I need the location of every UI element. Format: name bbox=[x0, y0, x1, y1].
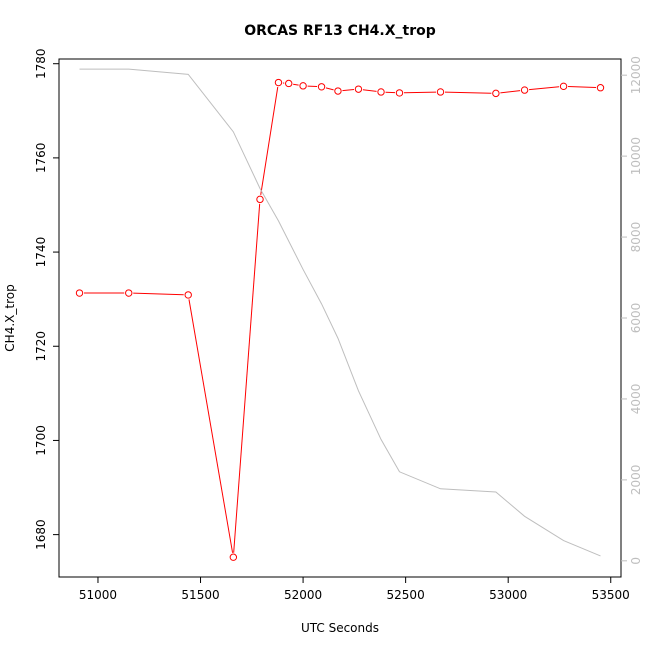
y2-tick-label: 6000 bbox=[629, 303, 643, 334]
y-tick-label: 1700 bbox=[34, 425, 48, 456]
y2-tick-label: 0 bbox=[629, 557, 643, 565]
y2-tick-label: 2000 bbox=[629, 465, 643, 496]
series-segment bbox=[293, 83, 299, 86]
y-axis-right: 0 2000 4000 6000 8000 10000 12000 bbox=[621, 56, 643, 565]
y2-tick-label: 8000 bbox=[629, 222, 643, 253]
y2-tick-label: 10000 bbox=[629, 137, 643, 175]
x-tick-label: 52500 bbox=[387, 588, 425, 602]
x-tick-label: 51500 bbox=[181, 588, 219, 602]
plot-points bbox=[75, 78, 605, 561]
x-axis-label: UTC Seconds bbox=[301, 621, 379, 635]
data-point bbox=[317, 83, 326, 91]
data-point bbox=[75, 289, 84, 297]
y-tick-label: 1740 bbox=[34, 237, 48, 268]
data-point bbox=[354, 85, 363, 93]
chart-title: ORCAS RF13 CH4.X_trop bbox=[244, 23, 436, 39]
data-point bbox=[299, 82, 307, 90]
plot-lines bbox=[79, 68, 601, 557]
x-axis: 51000 51500 52000 52500 53000 53500 bbox=[79, 577, 630, 602]
data-point bbox=[184, 291, 192, 299]
data-point bbox=[596, 84, 605, 92]
series-segment bbox=[260, 86, 279, 195]
series-segment bbox=[568, 85, 597, 89]
data-point bbox=[559, 82, 568, 91]
data-point bbox=[285, 79, 293, 88]
series-segment bbox=[444, 91, 492, 94]
plot-frame bbox=[58, 58, 622, 578]
x-tick-label: 53000 bbox=[489, 588, 527, 602]
data-point bbox=[274, 78, 283, 87]
data-point bbox=[520, 86, 529, 94]
series-segment bbox=[529, 86, 560, 91]
data-point bbox=[492, 89, 500, 98]
y-tick-label: 1680 bbox=[34, 519, 48, 550]
data-point bbox=[229, 553, 238, 561]
x-tick-label: 51000 bbox=[79, 588, 117, 602]
y-tick-label: 1720 bbox=[34, 331, 48, 362]
series-segment bbox=[325, 87, 334, 91]
series-segment bbox=[342, 89, 355, 92]
y2-tick-label: 4000 bbox=[629, 384, 643, 415]
data-point bbox=[334, 87, 342, 95]
data-point bbox=[125, 289, 133, 297]
x-tick-label: 53500 bbox=[592, 588, 630, 602]
data-point bbox=[256, 195, 264, 204]
series-segment bbox=[403, 91, 437, 94]
series-segment bbox=[188, 299, 234, 553]
series-segment bbox=[362, 89, 377, 92]
y-axis-left: 1680 1700 1720 1740 1760 1780 bbox=[34, 48, 59, 550]
y-tick-label: 1760 bbox=[34, 143, 48, 174]
y2-tick-label: 12000 bbox=[629, 56, 643, 94]
y-tick-label: 1780 bbox=[34, 48, 48, 79]
data-point bbox=[377, 88, 385, 96]
altitude-line bbox=[79, 68, 601, 557]
series-segment bbox=[500, 90, 521, 94]
series-segment bbox=[233, 203, 261, 553]
x-tick-label: 52000 bbox=[284, 588, 322, 602]
y-axis-label: CH4.X_trop bbox=[3, 284, 17, 351]
series-segment bbox=[133, 292, 184, 296]
data-point bbox=[436, 88, 445, 96]
data-point bbox=[395, 89, 404, 97]
